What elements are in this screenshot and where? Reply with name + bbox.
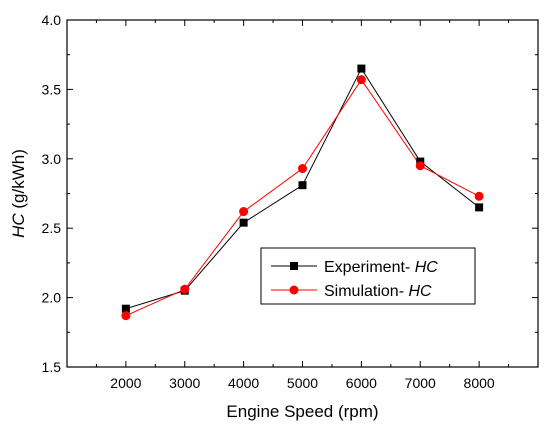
legend-marker-experiment	[290, 262, 298, 270]
series-0-point	[475, 203, 484, 212]
legend-label-simulation-prefix: Simulation-	[324, 283, 408, 300]
y-axis-label: HC (g/kWh)	[9, 149, 28, 238]
y-tick-label: 2.5	[42, 220, 62, 236]
legend-box	[260, 247, 476, 305]
y-tick-label: 4.0	[42, 12, 62, 28]
series-0-point	[298, 181, 307, 190]
series-1-point	[239, 207, 249, 217]
series-1-point	[180, 284, 190, 294]
x-tick-label: 6000	[346, 375, 377, 391]
series-1-point	[474, 191, 484, 201]
legend: Experiment- HC Simulation- HC	[260, 247, 476, 305]
x-axis-label: Engine Speed (rpm)	[226, 402, 378, 421]
x-tick-label: 8000	[464, 375, 495, 391]
x-tick-label: 7000	[405, 375, 436, 391]
series-0-point	[239, 218, 248, 227]
legend-label-experiment-var: HC	[415, 259, 439, 276]
x-tick-label: 4000	[228, 375, 259, 391]
x-tick-label: 3000	[169, 375, 200, 391]
legend-label-simulation-var: HC	[408, 283, 432, 300]
series-1-point	[121, 311, 131, 321]
series-1-point	[415, 161, 425, 171]
y-tick-label: 2.0	[42, 290, 62, 306]
series-0-point	[357, 64, 366, 73]
series-1-point	[356, 75, 366, 85]
series-markers	[121, 64, 484, 321]
y-tick-label: 3.0	[42, 151, 62, 167]
y-axis-label-variable: HC	[9, 213, 28, 238]
series-0-point	[121, 304, 130, 313]
y-tick-label: 3.5	[42, 81, 62, 97]
legend-label-experiment: Experiment- HC	[324, 259, 438, 276]
x-tick-label: 5000	[287, 375, 318, 391]
legend-label-experiment-prefix: Experiment-	[324, 259, 415, 276]
y-axis-label-unit: (g/kWh)	[9, 149, 28, 213]
y-tick-label: 1.5	[42, 359, 62, 375]
x-tick-label: 2000	[110, 375, 141, 391]
legend-label-simulation: Simulation- HC	[324, 283, 432, 300]
axis-ticks: 2000 3000 4000 5000 6000 7000 8000 1.5 2.0 2.5 3.0…	[42, 12, 538, 391]
plot-frame	[66, 19, 539, 368]
legend-marker-simulation	[289, 285, 299, 295]
series-1-point	[298, 164, 307, 174]
